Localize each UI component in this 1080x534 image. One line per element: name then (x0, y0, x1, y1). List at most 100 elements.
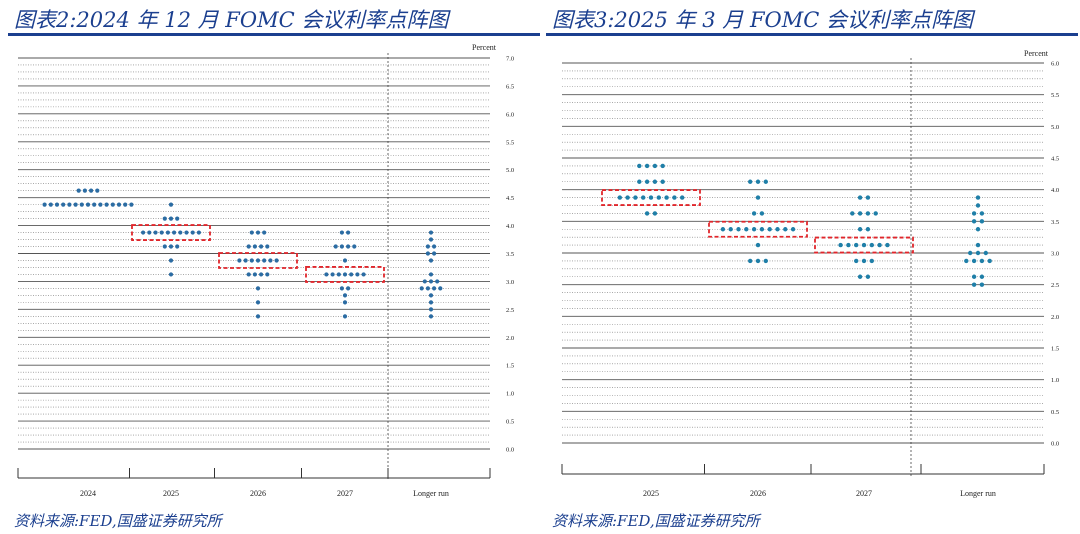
participant-dot (971, 211, 977, 216)
participant-dot (435, 279, 440, 284)
unit-label: Percent (1024, 49, 1049, 58)
participant-dot (971, 282, 977, 287)
participant-dot (759, 227, 765, 232)
participant-dot (85, 202, 91, 207)
participant-dot (361, 272, 366, 277)
y-tick-label: 6.0 (506, 111, 514, 118)
participant-dot (751, 227, 757, 232)
participant-dot (346, 286, 351, 291)
dot-plot-panel-mar-2025: 图表3:2025 年 3 月 FOMC 会议利率点阵图 0.0 0.5 1.0 1.5… (546, 0, 1078, 534)
participant-dot (748, 179, 753, 184)
participant-dot (162, 244, 167, 249)
x-category-label: 2026 (250, 489, 266, 498)
participant-dot (342, 258, 348, 263)
participant-dot (428, 258, 434, 263)
participant-dot (262, 258, 267, 263)
participant-dot (425, 251, 430, 256)
participant-dot (979, 211, 985, 216)
participant-dot (625, 195, 630, 200)
participant-dot (42, 202, 47, 207)
participant-dot (968, 250, 973, 256)
y-tick-label: 1.0 (1051, 377, 1059, 384)
participant-dot (660, 163, 665, 169)
participant-dot (428, 272, 434, 277)
participant-dot (637, 163, 642, 169)
participant-dot (422, 279, 427, 284)
participant-dot (975, 203, 981, 208)
participant-dot (736, 227, 741, 232)
participant-dot (147, 230, 152, 235)
participant-dot (652, 179, 658, 184)
y-tick-label: 0.5 (506, 419, 514, 426)
y-tick-label: 0.5 (1051, 409, 1059, 416)
participant-dot (342, 272, 348, 277)
participant-dot (336, 272, 341, 277)
participant-dot (82, 188, 87, 193)
participant-dot (255, 286, 261, 291)
y-tick-label: 1.0 (506, 391, 514, 398)
participant-dot (644, 211, 650, 216)
participant-dot (983, 250, 988, 256)
participant-dot (873, 211, 878, 216)
participant-dot (656, 195, 661, 200)
participant-dot (979, 219, 985, 224)
participant-dot (979, 258, 985, 264)
median-highlight-box (218, 252, 298, 269)
participant-dot (333, 244, 338, 249)
participant-dot (255, 258, 261, 263)
participant-dot (265, 244, 270, 249)
participant-dot (428, 237, 434, 242)
participant-dot (660, 179, 665, 184)
participant-dot (324, 272, 329, 277)
participant-dot (975, 242, 981, 248)
participant-dot (243, 258, 248, 263)
y-tick-label: 1.5 (506, 363, 514, 370)
participant-dot (175, 244, 180, 249)
y-tick-label: 4.0 (506, 223, 514, 230)
participant-dot (680, 195, 685, 200)
participant-dot (168, 258, 174, 263)
participant-dot (339, 244, 344, 249)
y-tick-label: 3.5 (1051, 219, 1059, 226)
participant-dot (98, 202, 103, 207)
participant-dot (857, 211, 863, 216)
participant-dot (652, 211, 658, 216)
participant-dot (153, 230, 158, 235)
participant-dot (767, 227, 772, 232)
participant-dot (352, 244, 357, 249)
participant-dot (755, 242, 761, 248)
participant-dot (61, 202, 66, 207)
participant-dot (252, 244, 257, 249)
participant-dot (428, 230, 434, 235)
participant-dot (428, 293, 434, 298)
participant-dot (168, 244, 174, 249)
participant-dot (644, 163, 650, 169)
x-category-label: 2024 (80, 489, 96, 498)
participant-dot (755, 179, 761, 184)
participant-dot (428, 279, 434, 284)
participant-dot (175, 216, 180, 221)
participant-dot (162, 216, 167, 221)
chart-title: 图表2:2024 年 12 月 FOMC 会议利率点阵图 (14, 8, 449, 32)
x-category-label: 2026 (750, 489, 766, 498)
participant-dot (246, 244, 251, 249)
x-category-label: Longer run (413, 489, 449, 498)
participant-dot (748, 258, 753, 264)
participant-dot (168, 216, 174, 221)
participant-dot (73, 202, 78, 207)
participant-dot (67, 202, 72, 207)
participant-dot (865, 211, 871, 216)
participant-dot (116, 202, 122, 207)
participant-dot (755, 195, 761, 200)
y-tick-label: 6.5 (506, 83, 514, 90)
participant-dot (196, 230, 201, 235)
participant-dot (861, 258, 867, 264)
participant-dot (425, 244, 430, 249)
y-tick-label: 5.5 (1051, 92, 1059, 99)
participant-dot (861, 242, 867, 248)
title-divider (546, 33, 1078, 36)
participant-dot (865, 195, 871, 200)
dot-plot-chart: 0.0 0.5 1.0 1.5 2.0 2.5 3.0 3.5 4.0 4.5 5.0 5.5 6.0 6… (17, 43, 514, 498)
participant-dot (172, 230, 177, 235)
y-tick-label: 2.5 (506, 307, 514, 314)
